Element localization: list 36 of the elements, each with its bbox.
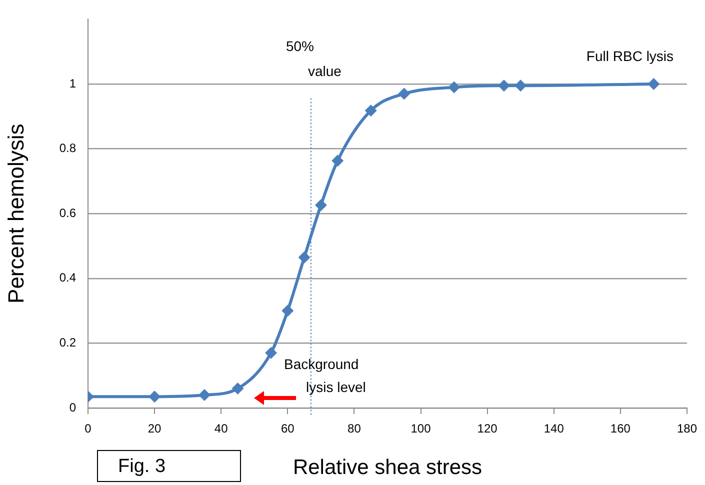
point xyxy=(148,390,161,403)
y-tick-label: 0 xyxy=(69,400,76,414)
point xyxy=(232,382,244,395)
annotation: Full RBC lysis xyxy=(586,48,674,64)
point xyxy=(314,199,327,212)
point xyxy=(398,88,410,100)
point xyxy=(364,104,377,117)
x-tick-label: 120 xyxy=(477,422,498,436)
y-tick-label: 0.6 xyxy=(59,206,76,220)
point xyxy=(498,80,510,92)
point xyxy=(448,81,460,94)
y-tick-label: 1 xyxy=(69,76,76,90)
x-tick-label: 160 xyxy=(610,422,631,436)
x-tick-label: 80 xyxy=(348,422,362,436)
x-axis-title: Relative shea stress xyxy=(292,456,482,480)
x-tick-label: 0 xyxy=(84,422,92,436)
point xyxy=(265,346,278,359)
x-tick-label: 140 xyxy=(544,422,564,436)
point xyxy=(332,154,344,167)
annotation: Background lysis level xyxy=(284,356,366,395)
point xyxy=(298,251,310,264)
ref-line-label: 50% value xyxy=(286,38,342,80)
y-tick-label: 0.8 xyxy=(59,141,76,156)
caption: Fig. 3 xyxy=(97,450,241,482)
point xyxy=(514,80,527,92)
y-tick-label: 0.2 xyxy=(59,336,76,350)
point xyxy=(282,304,294,317)
point xyxy=(198,389,210,402)
x-tick-label: 40 xyxy=(214,422,228,436)
x-tick-label: 60 xyxy=(280,422,295,436)
x-tick-label: 20 xyxy=(148,422,162,436)
y-tick-label: 0.4 xyxy=(59,270,76,285)
point xyxy=(648,78,660,90)
x-tick-label: 180 xyxy=(676,422,698,436)
y-axis-title: Percent hemolysis xyxy=(3,124,28,304)
x-tick-label: 100 xyxy=(410,422,432,436)
